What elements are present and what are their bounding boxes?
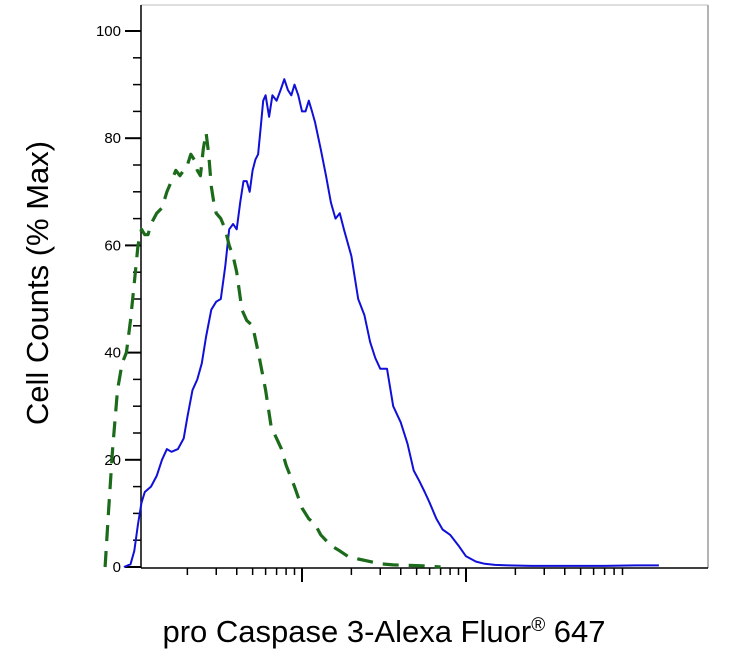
y-tick-label: 0 xyxy=(113,559,121,576)
plot-frame xyxy=(141,4,709,568)
x-axis-title-text: pro Caspase 3-Alexa Fluor xyxy=(162,614,531,649)
x-axis-title-suffix: 647 xyxy=(545,614,605,649)
x-axis xyxy=(141,567,708,582)
solid-histogram-line xyxy=(123,78,659,568)
y-tick-label: 40 xyxy=(104,345,121,362)
y-tick-label: 60 xyxy=(104,237,121,254)
dashed-histogram-line xyxy=(103,131,441,569)
registered-mark: ® xyxy=(531,615,545,636)
y-tick-label: 100 xyxy=(96,23,121,40)
y-axis-title: Cell Counts (% Max) xyxy=(20,141,55,425)
y-tick-label: 80 xyxy=(104,130,121,147)
x-axis-title: pro Caspase 3-Alexa Fluor® 647 xyxy=(162,614,605,649)
series-layer xyxy=(103,78,659,569)
